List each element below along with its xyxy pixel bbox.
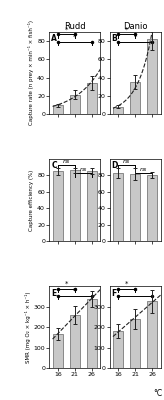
Bar — [113, 331, 123, 368]
Text: E: E — [51, 288, 56, 298]
Bar — [70, 315, 80, 368]
Text: A: A — [51, 34, 57, 44]
Text: F: F — [112, 288, 117, 298]
Text: *: * — [133, 288, 137, 294]
Text: B: B — [112, 34, 117, 44]
Text: ns: ns — [63, 159, 70, 164]
Bar — [147, 302, 157, 368]
Bar — [87, 83, 97, 114]
Text: *: * — [73, 288, 76, 294]
Y-axis label: SMR (mg O₂ × kg⁻¹ × h⁻¹): SMR (mg O₂ × kg⁻¹ × h⁻¹) — [24, 291, 31, 363]
Bar — [130, 319, 140, 368]
Bar — [130, 174, 140, 241]
Text: *: * — [125, 27, 128, 33]
Text: D: D — [112, 162, 118, 170]
Text: *: * — [73, 34, 76, 40]
Bar — [130, 82, 140, 114]
Bar — [70, 170, 80, 241]
Title: Danio: Danio — [123, 22, 147, 31]
Bar — [53, 334, 63, 368]
Bar — [53, 105, 63, 114]
Bar — [87, 171, 97, 241]
Text: *: * — [65, 27, 68, 33]
Text: *: * — [65, 281, 68, 287]
Y-axis label: Capture efficiency (%): Capture efficiency (%) — [29, 169, 34, 231]
Text: °C: °C — [153, 389, 162, 398]
Bar — [70, 95, 80, 114]
Text: ns: ns — [80, 167, 87, 172]
Title: Rudd: Rudd — [64, 22, 86, 31]
Bar — [87, 299, 97, 368]
Text: C: C — [51, 162, 57, 170]
Bar — [147, 175, 157, 241]
Text: *: * — [133, 34, 137, 40]
Y-axis label: Capture rate (n prey × min⁻¹ × fish⁻¹): Capture rate (n prey × min⁻¹ × fish⁻¹) — [28, 20, 34, 126]
Bar — [147, 39, 157, 114]
Text: *: * — [125, 281, 128, 287]
Text: ns: ns — [123, 159, 130, 164]
Text: ns: ns — [140, 167, 147, 172]
Bar — [113, 107, 123, 114]
Bar — [53, 171, 63, 241]
Bar — [113, 173, 123, 241]
